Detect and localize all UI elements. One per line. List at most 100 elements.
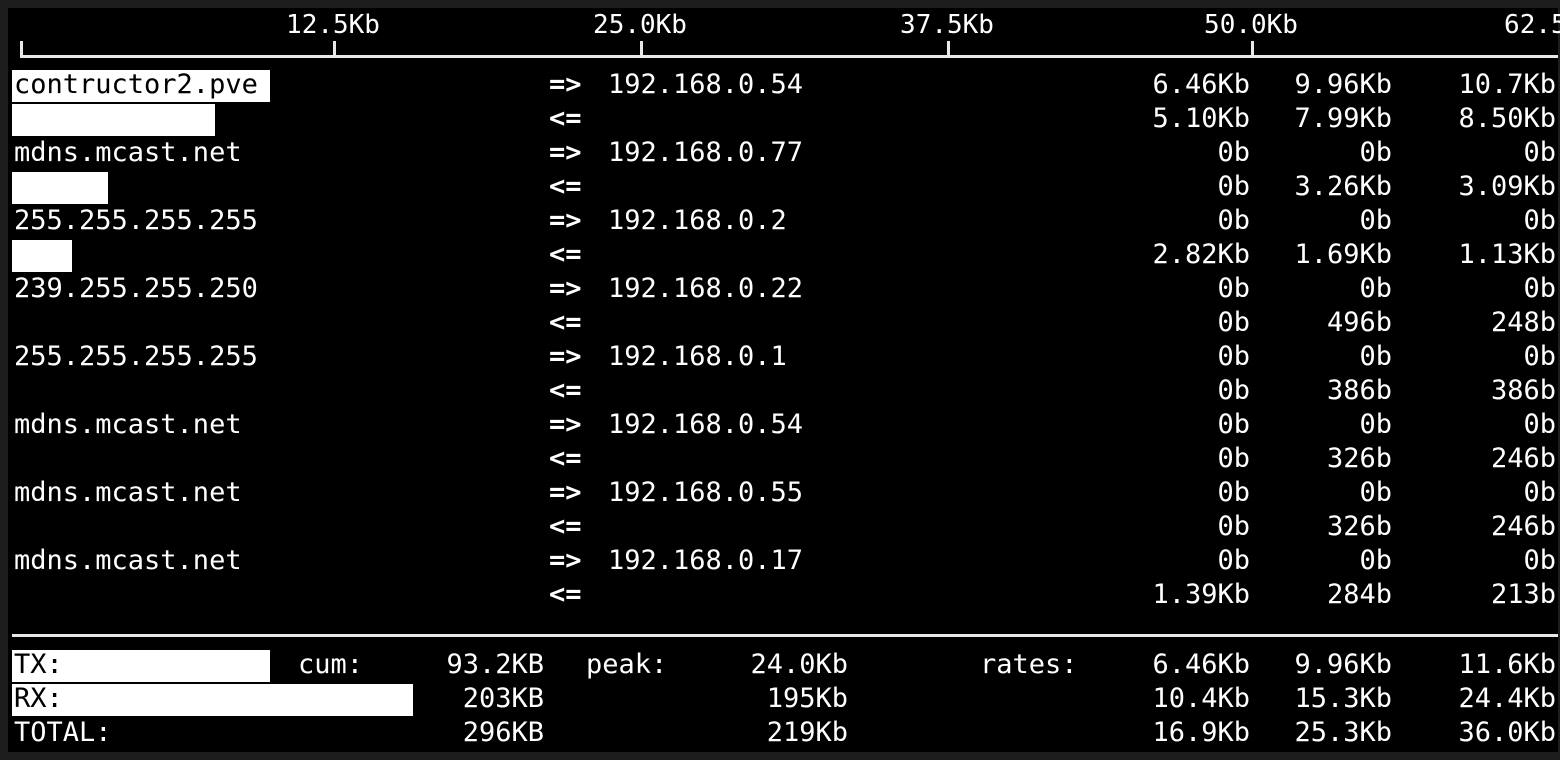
arrow-inbound-icon: <= [549,171,582,202]
connection-tx-line: mdns.mcast.net => 192.168.0.77 0b 0b 0b [8,136,1558,170]
summary-label: TOTAL: [14,717,112,748]
peer-address: 192.168.0.17 [608,545,804,576]
rate-value-2s: 2.82Kb [1152,239,1250,270]
host-name: 255.255.255.255 [14,341,258,372]
rate-value-40s: 3.09Kb [1458,171,1556,202]
rate-value-2s: 0b [1217,443,1250,474]
arrow-outbound-icon: => [549,137,582,168]
rate-value-40s: 0b [1523,545,1556,576]
peer-address: 192.168.0.55 [608,477,804,508]
scale-tick-0 [333,41,336,58]
arrow-outbound-icon: => [549,205,582,236]
rate-value-2s: 6.46Kb [1152,69,1250,100]
host-name: mdns.mcast.net [14,409,242,440]
connection-row[interactable]: 239.255.255.250 => 192.168.0.22 0b 0b 0b <= 0b 4… [8,272,1558,340]
rate-value-2s: 0b [1217,273,1250,304]
rate-value-2s: 0b [1217,171,1250,202]
peak-header-label: peak: [586,649,668,680]
arrow-outbound-icon: => [549,477,582,508]
summary-rate-10s: 15.3Kb [1294,683,1392,714]
rate-value-10s: 326b [1326,443,1392,474]
peak-value: 195Kb [766,683,848,714]
host-name: mdns.mcast.net [14,545,242,576]
summary-row: RX: 203KB 195Kb 10.4Kb 15.3Kb 24.4Kb [8,682,1558,716]
window-chrome-right [1558,0,1560,760]
rate-value-2s: 5.10Kb [1152,103,1250,134]
arrow-inbound-icon: <= [549,443,582,474]
connection-row[interactable]: 255.255.255.255 => 192.168.0.2 0b 0b 0b <= 2.82… [8,204,1558,272]
summary-rate-40s: 24.4Kb [1458,683,1556,714]
rate-value-2s: 0b [1217,545,1250,576]
connection-tx-line: 255.255.255.255 => 192.168.0.2 0b 0b 0b [8,204,1558,238]
peer-address: 192.168.0.54 [608,69,804,100]
connection-tx-line: contructor2.pve => 192.168.0.54 6.46Kb 9.96K… [8,68,1558,102]
connection-list: contructor2.pve => 192.168.0.54 6.46Kb 9.96K… [8,68,1558,632]
rate-value-10s: 0b [1359,545,1392,576]
connection-row[interactable]: contructor2.pve => 192.168.0.54 6.46Kb 9.96K… [8,68,1558,136]
connection-rx-line: <= 1.39Kb 284b 213b [8,578,1558,612]
terminal-screen: 12.5Kb 25.0Kb 37.5Kb 50.0Kb 62.5Kb contructo… [8,8,1560,752]
rate-value-2s: 0b [1217,307,1250,338]
rate-value-40s: 0b [1523,409,1556,440]
scale-tick-origin [20,41,23,58]
connection-rx-line: <= 0b 326b 246b [8,510,1558,544]
summary-rate-2s: 6.46Kb [1152,649,1250,680]
rate-value-10s: 326b [1326,511,1392,542]
rate-value-2s: 0b [1217,511,1250,542]
peer-address: 192.168.0.2 [608,205,787,236]
rate-value-40s: 8.50Kb [1458,103,1556,134]
cumulative-value: 296KB [462,717,544,748]
rate-value-40s: 0b [1523,273,1556,304]
rate-value-10s: 0b [1359,341,1392,372]
rate-value-40s: 248b [1490,307,1556,338]
arrow-inbound-icon: <= [549,307,582,338]
window-chrome-left [0,0,8,760]
scale-label-2: 37.5Kb [900,10,994,40]
scale-label-0: 12.5Kb [286,10,380,40]
arrow-inbound-icon: <= [549,511,582,542]
cumulative-value: 93.2KB [446,649,544,680]
scale-label-4: 62.5Kb [1504,10,1560,40]
arrow-inbound-icon: <= [549,375,582,406]
summary-label: RX: [14,683,63,714]
rate-value-40s: 213b [1490,579,1556,610]
cum-header-label: cum: [298,649,364,680]
footer-separator [12,634,1558,637]
host-name: mdns.mcast.net [14,477,242,508]
rate-value-10s: 284b [1326,579,1392,610]
peak-value: 219Kb [766,717,848,748]
connection-row[interactable]: mdns.mcast.net => 192.168.0.55 0b 0b 0b <= 0b 32… [8,476,1558,544]
scale-tick-2 [947,41,950,58]
rate-value-10s: 0b [1359,137,1392,168]
host-name: contructor2.pve [14,69,258,100]
connection-rx-line: <= 0b 326b 246b [8,442,1558,476]
host-name: mdns.mcast.net [14,137,242,168]
peer-address: 192.168.0.1 [608,341,787,372]
traffic-bar-tx [12,70,270,102]
rate-value-10s: 0b [1359,205,1392,236]
connection-row[interactable]: 255.255.255.255 => 192.168.0.1 0b 0b 0b <= 0b 38… [8,340,1558,408]
summary-row: TOTAL: 296KB 219Kb 16.9Kb 25.3Kb 36.0Kb [8,716,1558,750]
traffic-bar-rx [12,172,108,204]
connection-tx-line: 239.255.255.250 => 192.168.0.22 0b 0b 0b [8,272,1558,306]
connection-row[interactable]: mdns.mcast.net => 192.168.0.17 0b 0b 0b <= 1.39… [8,544,1558,612]
summary-rate-10s: 9.96Kb [1294,649,1392,680]
scale-tick-3 [1251,41,1254,58]
peer-address: 192.168.0.77 [608,137,804,168]
connection-row[interactable]: mdns.mcast.net => 192.168.0.77 0b 0b 0b <= 0b 3.… [8,136,1558,204]
scale-label-3: 50.0Kb [1204,10,1298,40]
summary-rate-2s: 16.9Kb [1152,717,1250,748]
summary-rate-40s: 11.6Kb [1458,649,1556,680]
cumulative-value: 203KB [462,683,544,714]
traffic-bar-rx [12,240,72,272]
connection-tx-line: mdns.mcast.net => 192.168.0.54 0b 0b 0b [8,408,1558,442]
connection-row[interactable]: mdns.mcast.net => 192.168.0.54 0b 0b 0b <= 0b 32… [8,408,1558,476]
traffic-bar-rx [12,104,215,136]
window-chrome-top [0,0,1560,8]
summary-footer: TX: cum: peak: rates: 93.2KB 24.0Kb 6.46Kb 9.96… [8,648,1558,752]
rate-value-10s: 7.99Kb [1294,103,1392,134]
rate-value-2s: 0b [1217,341,1250,372]
rate-value-10s: 0b [1359,273,1392,304]
connection-rx-line: <= 2.82Kb 1.69Kb 1.13Kb [8,238,1558,272]
